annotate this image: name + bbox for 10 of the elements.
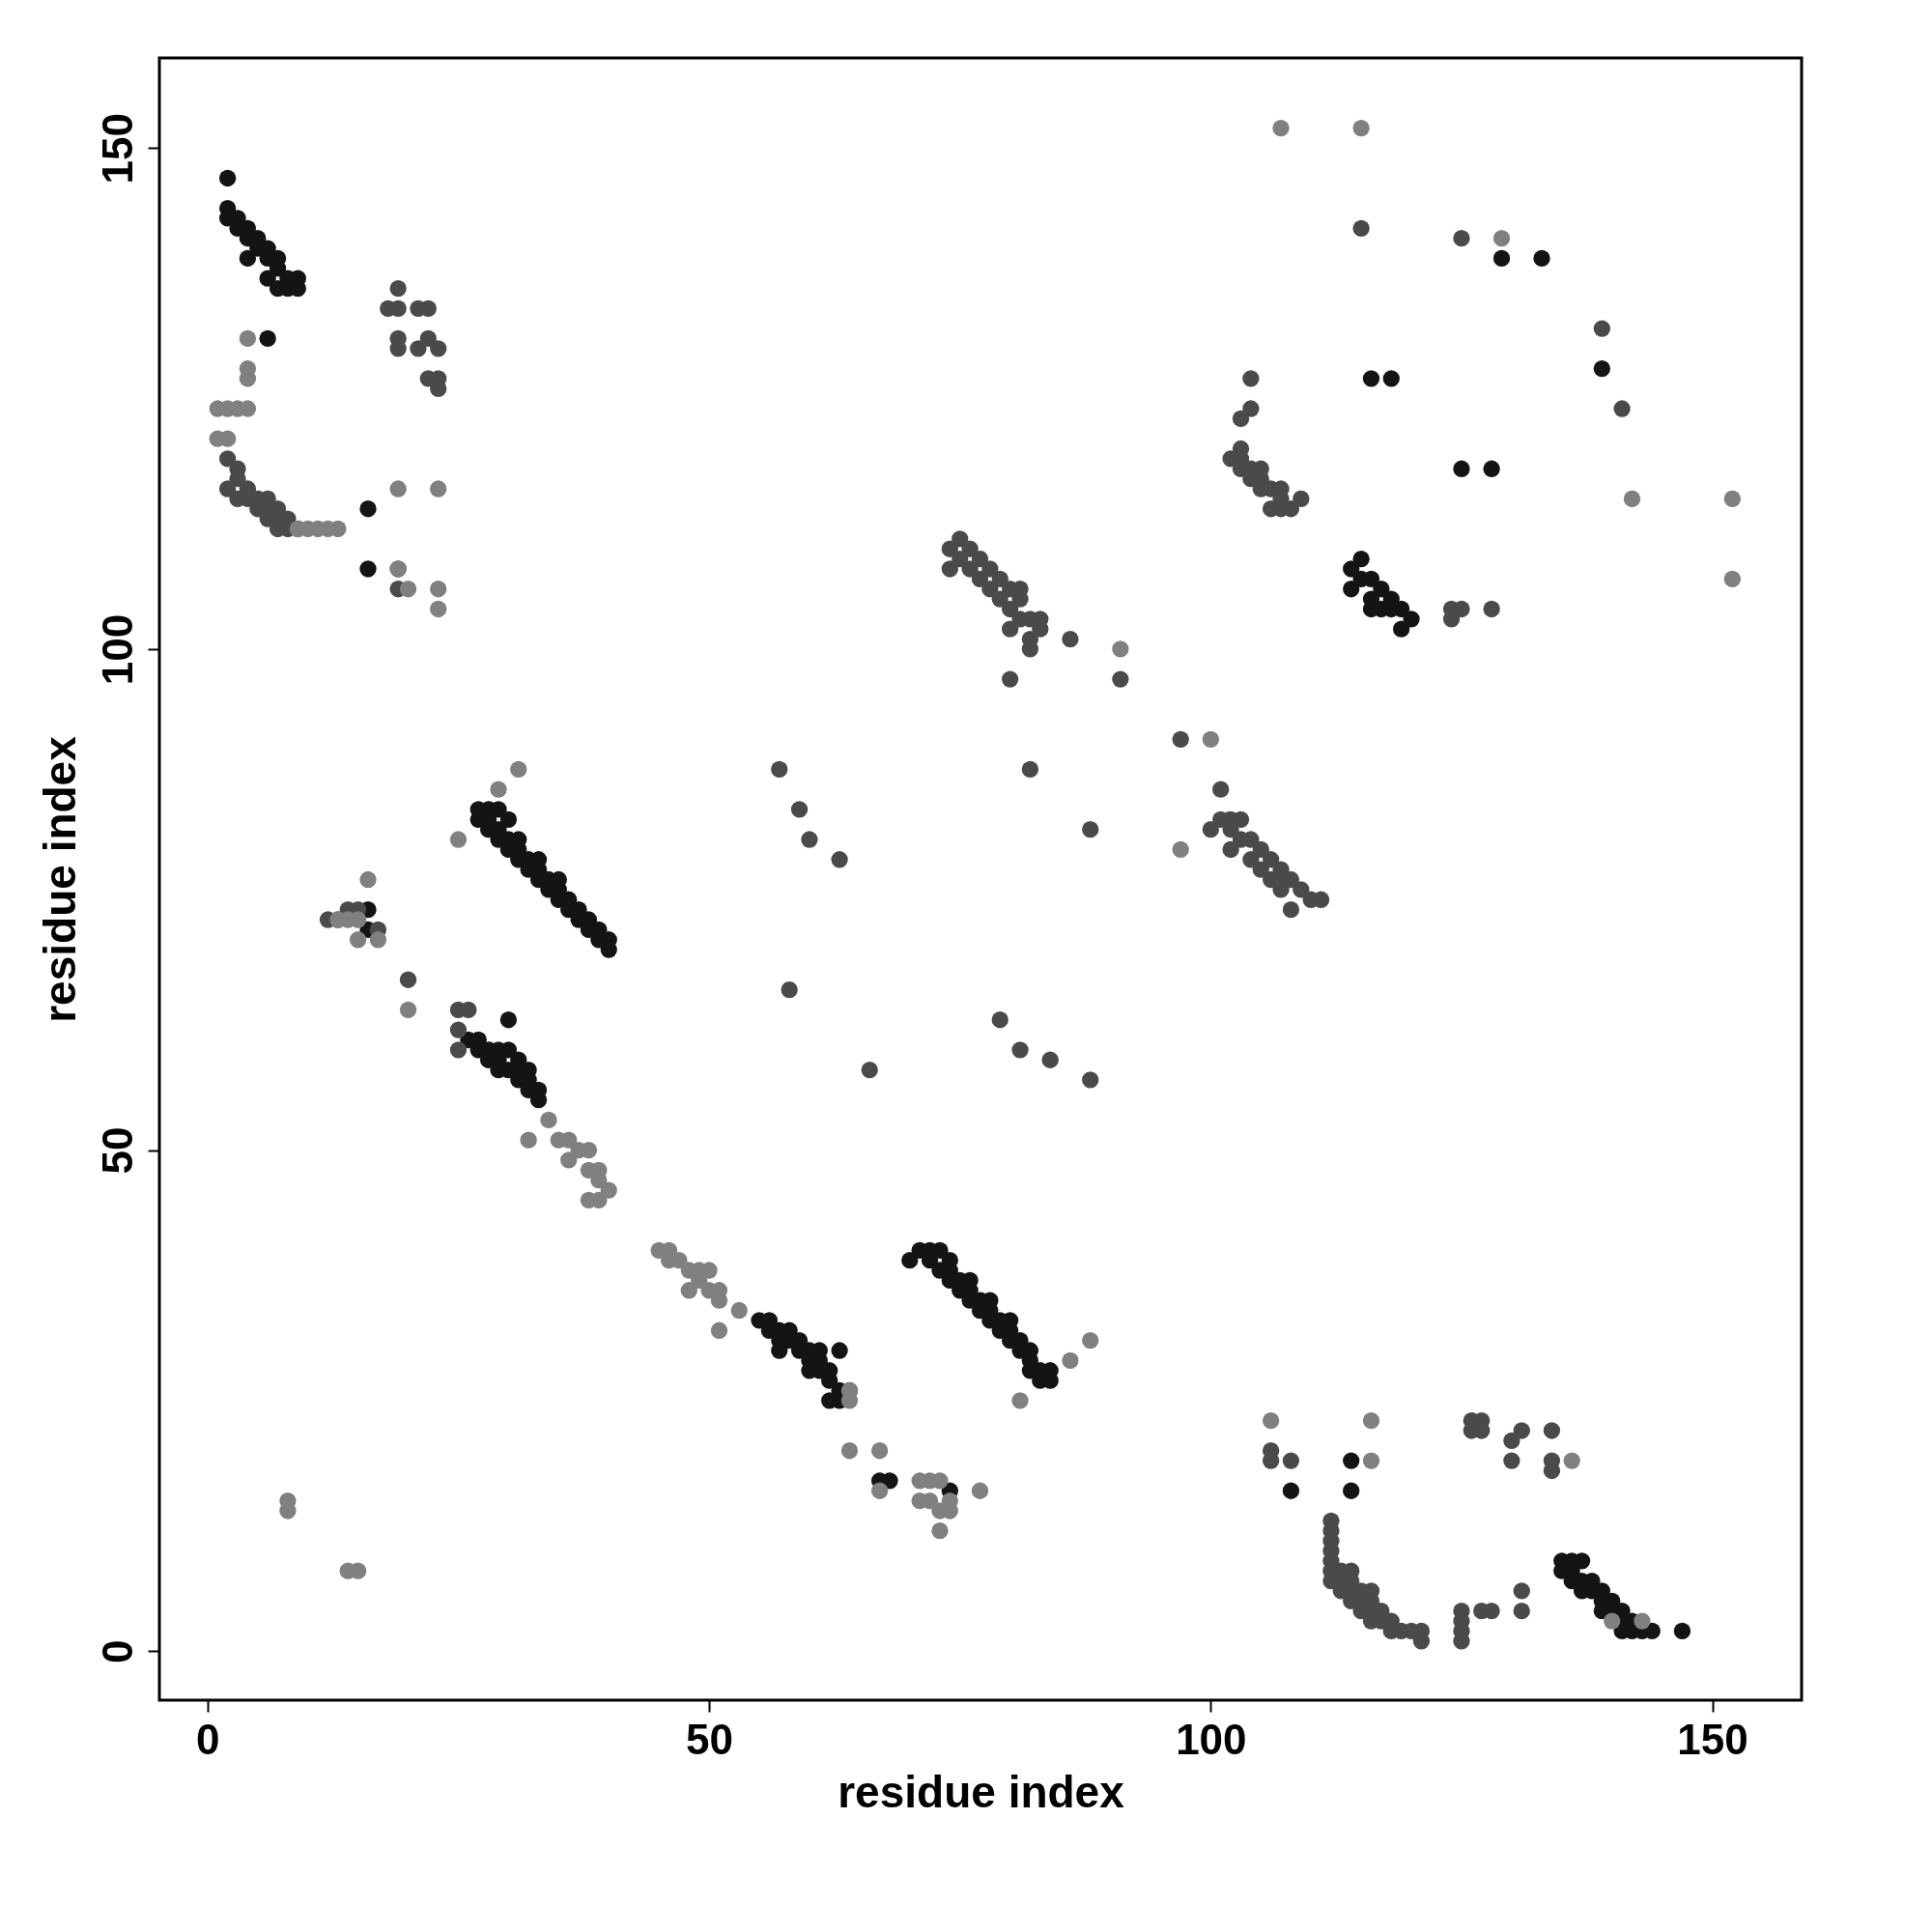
x-tick-label: 0 — [196, 1715, 220, 1763]
y-tick-label: 150 — [93, 113, 141, 185]
x-axis-title: residue index — [838, 1766, 1125, 1817]
x-tick-label: 100 — [1176, 1715, 1247, 1763]
y-tick-label: 0 — [93, 1639, 141, 1663]
y-tick-label: 50 — [93, 1126, 141, 1175]
y-axis-title: residue index — [34, 735, 85, 1023]
x-tick-label: 50 — [686, 1715, 734, 1763]
x-tick-label: 150 — [1677, 1715, 1748, 1763]
y-tick-label: 100 — [93, 613, 141, 686]
